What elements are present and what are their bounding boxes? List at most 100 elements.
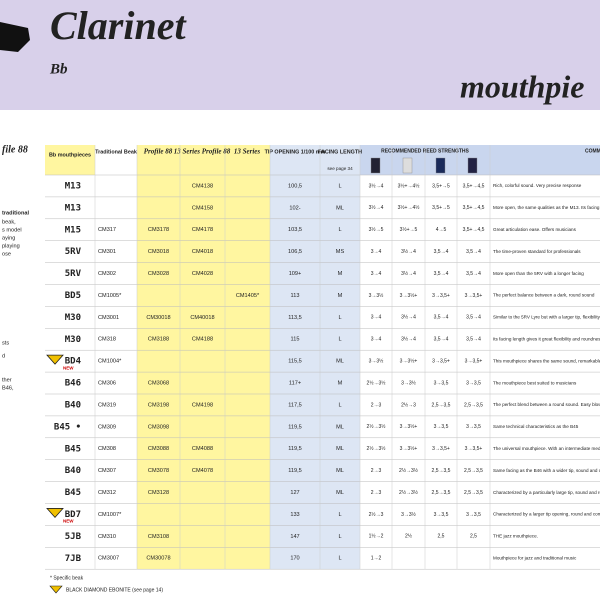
table-cell: ML — [336, 490, 344, 496]
table-cell: CM40018 — [190, 315, 214, 321]
table-cell: 4→5 — [436, 227, 447, 233]
sidebar-text: s model — [2, 227, 22, 233]
table-cell: 3½+→4½ — [398, 182, 421, 189]
model-name: M30 — [65, 313, 81, 323]
table-cell: 2,5→3,5 — [432, 490, 451, 496]
table-cell: 2½→3½ — [399, 489, 419, 496]
table-cell: 3→4 — [371, 315, 382, 321]
table-cell: 3,5→4 — [466, 315, 481, 321]
table-cell: 3→3½ — [401, 379, 417, 386]
table-cell: CM307 — [98, 468, 116, 474]
comment: THE jazz mouthpiece. — [493, 534, 538, 539]
table-cell: CM30018 — [146, 315, 170, 321]
table-cell: 1→2 — [371, 556, 382, 562]
table-cell: CM3098 — [148, 424, 169, 430]
table-cell: 3½→4 — [401, 270, 416, 277]
table-cell: 170 — [290, 556, 299, 562]
model-name: 5JB — [65, 532, 82, 542]
table-cell: CM3088 — [148, 446, 169, 452]
table-cell: 115,5 — [288, 359, 302, 365]
comment: Characterized by a larger tip opening, r… — [493, 512, 600, 517]
table-cell: 2,5 — [470, 534, 477, 540]
comment: Great articulation ease. Offers musician… — [493, 227, 577, 232]
table-cell: 3½→5 — [369, 226, 384, 233]
banner: mouthpie — [460, 68, 584, 104]
reed-icon — [435, 157, 446, 174]
table-cell: 2½→3½ — [367, 379, 387, 386]
table-cell: CM317 — [98, 227, 116, 233]
table-cell: 3,5→4 — [434, 315, 449, 321]
black-diamond — [46, 508, 64, 519]
table-cell: 3½→4 — [369, 182, 384, 189]
model-name: M15 — [65, 225, 81, 235]
model-name: M13 — [65, 203, 81, 213]
comment-header — [490, 145, 600, 175]
table-cell: CM1405* — [236, 293, 260, 299]
table-cell: 2,5 — [438, 534, 445, 540]
table-cell: 3→3½+ — [400, 292, 418, 299]
table-cell: CM319 — [98, 402, 116, 408]
comment: More open, the same qualities as the M13… — [493, 205, 600, 210]
table-cell: L — [338, 402, 341, 408]
model-name: B45 — [65, 488, 81, 498]
column-shade — [180, 145, 225, 570]
table-cell: CM3198 — [148, 402, 169, 408]
table-cell: ML — [336, 359, 344, 365]
model-name: 5RV — [65, 269, 82, 279]
table-cell: 2½→3½ — [367, 423, 387, 430]
column-header: Traditional Beak — [95, 149, 137, 155]
comment: Mouthpiece for jazz and traditional musi… — [493, 555, 577, 560]
reed-icon — [467, 157, 478, 174]
subtitle: Bb — [49, 61, 68, 77]
table-cell: 147 — [290, 534, 299, 540]
table-cell: CM1005* — [98, 293, 122, 299]
table-cell: ML — [336, 424, 344, 430]
table-cell: 127 — [290, 490, 299, 496]
comment: The time-proven standard for professiona… — [493, 249, 581, 254]
table-cell: 3→3,5+ — [432, 358, 450, 364]
table-cell: CM3108 — [148, 534, 169, 540]
table-cell: 3→3,5 — [466, 424, 481, 430]
reed-icon — [402, 157, 413, 174]
sidebar-text: ther — [2, 377, 12, 383]
table-cell: CM3078 — [148, 468, 169, 474]
sidebar-heading: file 88 — [2, 144, 28, 155]
table-cell: CM3028 — [148, 271, 169, 277]
table-cell: CM318 — [98, 337, 116, 343]
table-cell: CM4188 — [192, 337, 213, 343]
column-shade — [137, 145, 180, 570]
table-cell: 3½→4 — [401, 314, 416, 321]
table-cell: L — [338, 337, 341, 343]
model-name: BD5 — [65, 291, 81, 301]
comment: The perfect balance between a dark, roun… — [493, 293, 595, 298]
table-cell: L — [338, 512, 341, 518]
table-cell: 3→3,5 — [434, 424, 449, 430]
table-cell: CM308 — [98, 446, 116, 452]
table-cell: 3→3,5+ — [465, 293, 483, 299]
model-name: M13 — [65, 181, 81, 191]
table-cell: 3½→4 — [369, 204, 384, 211]
table-cell: 3→3,5+ — [465, 446, 483, 452]
table-cell: L — [338, 183, 341, 189]
model-header — [45, 145, 95, 175]
column-shade — [225, 145, 270, 570]
table-cell: CM310 — [98, 534, 116, 540]
table-cell: 2,5→3,5 — [432, 468, 451, 474]
column-shade — [270, 145, 320, 570]
table-cell: MS — [336, 249, 345, 255]
sidebar-text: B46, — [2, 385, 14, 391]
comment: Characterized by a particularly large ti… — [493, 490, 600, 495]
black-diamond — [46, 354, 64, 365]
table-cell: 3→3½+ — [400, 357, 418, 364]
table-cell: 133 — [290, 512, 299, 518]
table-cell: CM3068 — [148, 381, 169, 387]
table-cell: 113 — [291, 293, 300, 299]
table-cell: 3,5→4 — [466, 271, 481, 277]
comment: Similar to the 5RV Lyre but with a large… — [493, 315, 600, 320]
table-cell: 119,5 — [288, 468, 302, 474]
table-cell: CM4018 — [192, 249, 213, 255]
table-cell: 3→3½+ — [400, 423, 418, 430]
table-cell: 3→4 — [371, 271, 382, 277]
table-cell: 2½→3 — [369, 511, 384, 518]
